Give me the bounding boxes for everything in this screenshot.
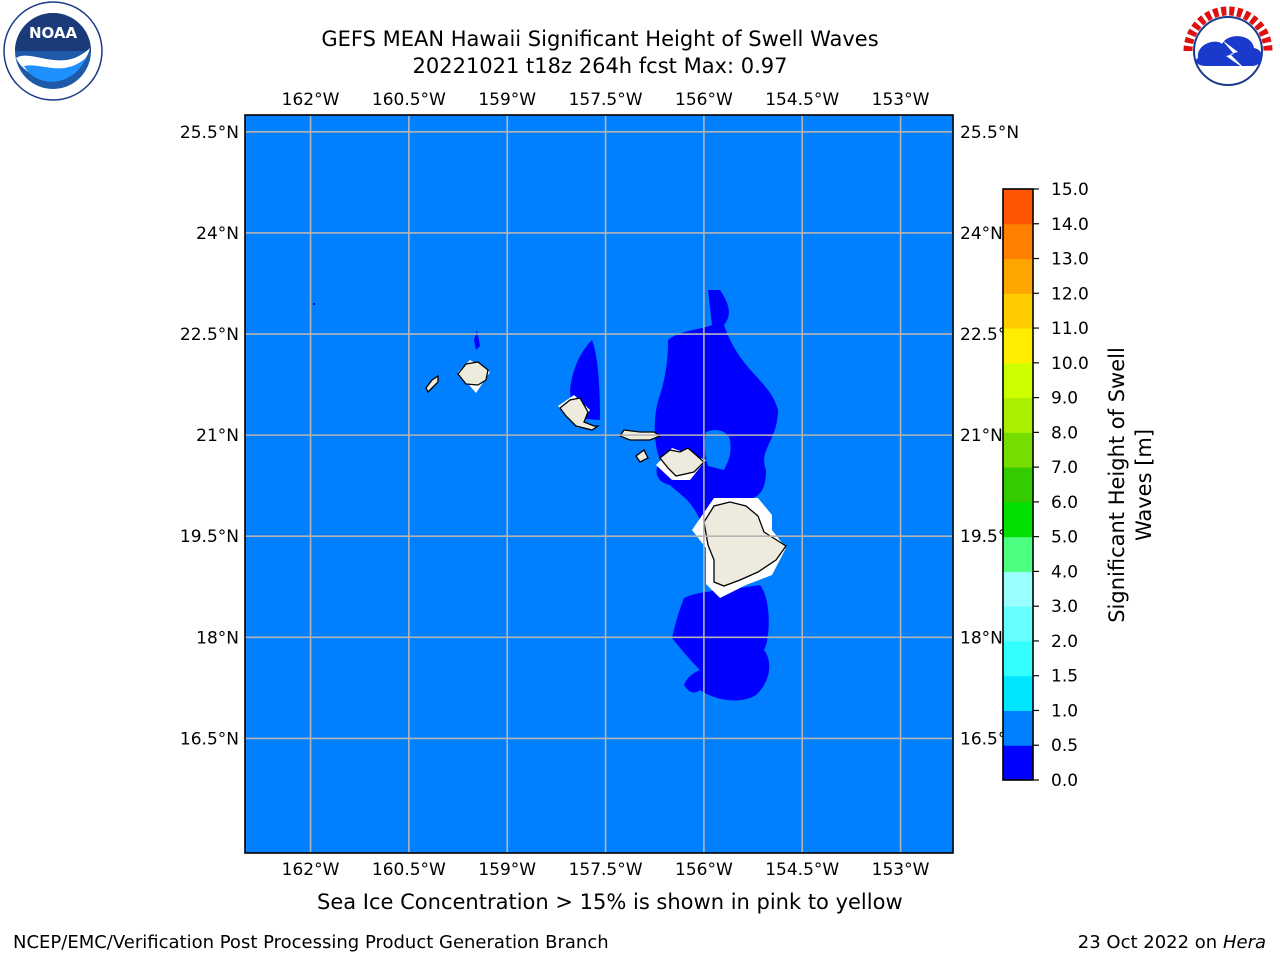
lon-label-bottom: 160.5°W <box>372 860 446 880</box>
colorbar-tick-label: 4.0 <box>1051 562 1078 582</box>
colorbar-bin <box>1003 467 1033 503</box>
lon-label-top: 156°W <box>675 90 733 110</box>
colorbar-bin <box>1003 328 1033 364</box>
map-subtitle: 20221021 t18z 264h fcst Max: 0.97 <box>412 54 788 78</box>
lon-label-top: 154.5°W <box>765 90 839 110</box>
lat-label-left: 22.5°N <box>180 325 239 345</box>
island-big-island <box>703 501 787 587</box>
colorbar-tick-label: 15.0 <box>1051 180 1089 200</box>
colorbar-bin <box>1003 432 1033 468</box>
lat-label-left: 16.5°N <box>180 729 239 749</box>
noaa-logo: NOAA <box>3 1 103 101</box>
ocean-fill <box>245 115 953 853</box>
lat-label-right: 25.5°N <box>960 123 1019 143</box>
lat-label-left: 25.5°N <box>180 123 239 143</box>
colorbar-label-line1: Significant Height of Swell <box>1105 347 1129 623</box>
island-lanai <box>635 449 649 463</box>
lat-label-left: 24°N <box>196 224 239 244</box>
colorbar-bin <box>1003 258 1033 294</box>
colorbar-bin <box>1003 501 1033 538</box>
graticule <box>245 115 953 853</box>
colorbar-tick-label: 1.0 <box>1051 701 1078 721</box>
moderate-swell-hole-maui <box>704 430 731 470</box>
lon-label-bottom: 162°W <box>282 860 340 880</box>
lat-label-right: 21°N <box>960 426 1003 446</box>
sea-ice-note: Sea Ice Concentration > 15% is shown in … <box>317 890 903 914</box>
low-swell-region-kauai <box>474 330 480 350</box>
colorbar-tick-label: 13.0 <box>1051 250 1089 270</box>
island-oahu <box>559 397 601 431</box>
nws-logo <box>1180 3 1276 99</box>
low-swell-region-south <box>672 585 770 701</box>
host-text: Hera <box>1222 932 1266 953</box>
lon-label-top: 162°W <box>282 90 340 110</box>
colorbar-bin <box>1003 223 1033 260</box>
colorbar-bin <box>1003 710 1033 746</box>
colorbar-bin <box>1003 362 1033 399</box>
colorbar-tick-label: 0.5 <box>1051 736 1078 756</box>
lon-label-bottom: 156°W <box>675 860 733 880</box>
colorbar-bin <box>1003 606 1033 642</box>
axis-labels: 162°W 162°W 160.5°W 160.5°W 159°W 159°W 157.5°… <box>180 90 1019 880</box>
colorbar-tick-label: 2.0 <box>1051 632 1078 652</box>
lon-label-top: 159°W <box>478 90 536 110</box>
lat-label-left: 21°N <box>196 426 239 446</box>
lat-label-left: 19.5°N <box>180 527 239 547</box>
colorbar-tick-label: 9.0 <box>1051 389 1078 409</box>
colorbar-label-line2: Waves [m] <box>1132 429 1156 541</box>
colorbar-tick-label: 5.0 <box>1051 528 1078 548</box>
colorbar-tick-label: 12.0 <box>1051 284 1089 304</box>
island-niihau <box>425 374 439 394</box>
colorbar-tick-label: 6.0 <box>1051 493 1078 513</box>
lat-label-left: 18°N <box>196 628 239 648</box>
colorbar-tick-label: 8.0 <box>1051 423 1078 443</box>
low-swell-speck <box>313 303 315 305</box>
colorbar-bin <box>1003 675 1033 711</box>
colorbar: 0.0 0.5 1.0 1.5 2.0 3.0 4.0 5.0 6.0 7.0 8.0 9.0 10.0… <box>1002 180 1089 791</box>
lon-label-top: 153°W <box>872 90 930 110</box>
colorbar-tick-label: 14.0 <box>1051 215 1089 235</box>
lon-label-bottom: 157.5°W <box>569 860 643 880</box>
lon-label-bottom: 159°W <box>478 860 536 880</box>
date-text: 23 Oct 2022 on <box>1077 932 1218 953</box>
colorbar-bin <box>1003 640 1033 677</box>
map-frame-group <box>245 115 953 853</box>
colorbar-tick-label: 1.5 <box>1051 667 1078 687</box>
lon-label-bottom: 154.5°W <box>765 860 839 880</box>
colorbar-tick-label: 10.0 <box>1051 354 1089 374</box>
colorbar-border <box>1002 188 1034 781</box>
colorbar-tick-label: 11.0 <box>1051 319 1089 339</box>
colorbar-tick-label: 3.0 <box>1051 597 1078 617</box>
colorbar-bin <box>1003 189 1033 225</box>
moderate-swell-holes <box>704 430 731 470</box>
lat-label-right: 18°N <box>960 628 1003 648</box>
colorbar-tick-label: 7.0 <box>1051 458 1078 478</box>
colorbar-bin <box>1003 571 1033 607</box>
noaa-logo-text: NOAA <box>29 24 78 42</box>
colorbar-bin <box>1003 745 1033 781</box>
colorbar-tick-label: 0.0 <box>1051 771 1078 791</box>
lon-label-bottom: 153°W <box>872 860 930 880</box>
date-stamp: 23 Oct 2022 on Hera <box>1078 932 1266 953</box>
credit-text: NCEP/EMC/Verification Post Processing Pr… <box>13 932 609 953</box>
map-title: GEFS MEAN Hawaii Significant Height of S… <box>321 27 879 51</box>
colorbar-bin <box>1003 293 1033 329</box>
island-kauai <box>457 361 489 386</box>
lon-label-top: 160.5°W <box>372 90 446 110</box>
map-border <box>244 114 954 854</box>
lat-label-right: 24°N <box>960 224 1003 244</box>
colorbar-bin <box>1003 397 1033 433</box>
lon-label-top: 157.5°W <box>569 90 643 110</box>
colorbar-bin <box>1003 536 1033 572</box>
